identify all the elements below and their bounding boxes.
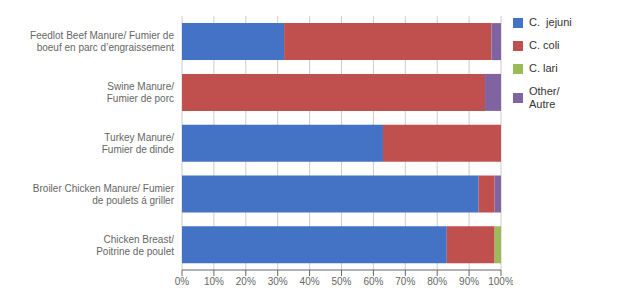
svg-text:Feedlot Beef Manure/ Fumier de: Feedlot Beef Manure/ Fumier deboeuf en p… bbox=[30, 30, 174, 53]
svg-text:Broiler Chicken Manure/ Fumier: Broiler Chicken Manure/ Fumierde poulets… bbox=[33, 182, 175, 205]
svg-text:Swine Manure/Fumier de porc: Swine Manure/Fumier de porc bbox=[107, 81, 174, 104]
svg-text:40%: 40% bbox=[300, 276, 320, 287]
html-text:C. lari: C. lari bbox=[529, 62, 558, 74]
svg-text:100%: 100% bbox=[488, 276, 513, 287]
svg-text:0%: 0% bbox=[175, 276, 190, 287]
svg-text:10%: 10% bbox=[204, 276, 224, 287]
svg-text:Chicken Breast/Poitrine de pou: Chicken Breast/Poitrine de poulet bbox=[96, 233, 174, 256]
html-text:C. jejuni: C. jejuni bbox=[529, 16, 572, 28]
html-text:Other/ Autre: Other/ Autre bbox=[529, 85, 560, 110]
svg-text:Turkey Manure/Fumier de dinde: Turkey Manure/Fumier de dinde bbox=[102, 132, 175, 155]
svg-text:60%: 60% bbox=[363, 276, 383, 287]
svg-text:20%: 20% bbox=[236, 276, 256, 287]
svg-text:90%: 90% bbox=[459, 276, 479, 287]
html-text:C. coli: C. coli bbox=[529, 39, 560, 51]
svg-text:50%: 50% bbox=[331, 276, 351, 287]
svg-text:30%: 30% bbox=[268, 276, 288, 287]
svg-text:80%: 80% bbox=[427, 276, 447, 287]
svg-text:70%: 70% bbox=[395, 276, 415, 287]
